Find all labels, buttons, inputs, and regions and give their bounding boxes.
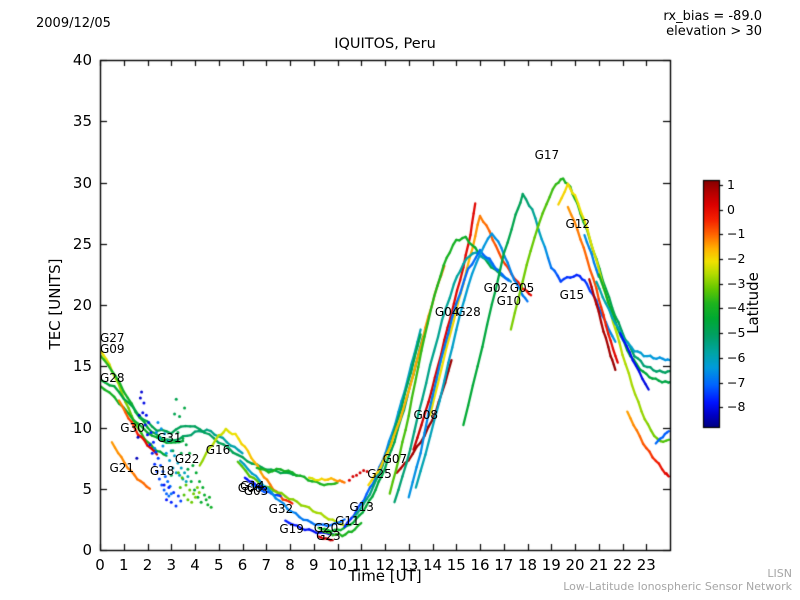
satellite-label: G02: [483, 280, 509, 295]
x-tick-label: 21: [589, 556, 609, 574]
colorbar-tick-label: −5: [727, 325, 746, 341]
chart-title: IQUITOS, Peru: [334, 36, 436, 52]
satellite-label: G16: [205, 443, 231, 458]
y-tick-label: 5: [82, 479, 92, 498]
satellite-label: G10: [496, 293, 522, 308]
y-tick-label: 30: [72, 173, 92, 192]
colorbar-tick-label: −2: [727, 251, 746, 267]
colorbar-tick-label: −7: [727, 374, 746, 390]
lisn-network-name: Low-Latitude Ionospheric Sensor Network: [563, 580, 792, 593]
y-tick-label: 10: [72, 418, 92, 437]
x-tick-label: 23: [636, 556, 656, 574]
x-tick-label: 14: [422, 556, 443, 574]
satellite-label: G19: [279, 521, 304, 536]
x-tick-label: 1: [118, 556, 129, 574]
y-tick-label: 25: [72, 234, 92, 253]
x-tick-label: 6: [237, 556, 248, 574]
x-tick-label: 5: [213, 556, 224, 574]
rx-bias-label: rx_bias = -89.0: [663, 9, 762, 24]
date-label: 2009/12/05: [36, 16, 111, 31]
x-tick-label: 9: [308, 556, 319, 574]
satellite-label: G04: [434, 305, 460, 319]
satellite-label: G07: [382, 452, 408, 466]
colorbar-tick-label: 1: [727, 176, 735, 192]
x-tick-label: 15: [446, 556, 466, 574]
satellite-label: G15: [559, 287, 585, 302]
y-tick-label: 35: [72, 112, 92, 131]
satellite-label: G23: [316, 529, 341, 544]
satellite-label: G11: [335, 514, 360, 529]
satellite-label: G21: [109, 460, 135, 475]
lisn-logo-text: LISN: [767, 567, 792, 580]
y-tick-label: 40: [72, 51, 92, 69]
x-tick-label: 10: [327, 556, 348, 574]
x-tick-label: 7: [261, 556, 272, 574]
satellite-label: G14: [240, 478, 265, 493]
satellite-label: G20: [313, 520, 339, 535]
x-tick-label: 2: [142, 556, 153, 574]
y-tick-label: 20: [72, 296, 92, 314]
x-tick-label: 20: [565, 556, 585, 574]
x-tick-label: 0: [95, 556, 105, 574]
x-tick-label: 16: [470, 556, 490, 574]
x-tick-label: 8: [285, 556, 295, 574]
y-tick-label: 15: [72, 357, 92, 376]
colorbar-tick-label: −8: [727, 399, 746, 415]
satellite-label: G05: [509, 280, 535, 295]
x-tick-label: 12: [375, 556, 395, 574]
satellite-label: G30: [120, 421, 145, 436]
x-tick-label: 3: [166, 556, 177, 574]
satellite-label: G27: [100, 330, 125, 345]
x-tick-label: 19: [541, 556, 561, 574]
satellite-label: G13: [349, 499, 374, 514]
y-tick-label: 0: [82, 541, 92, 559]
satellite-label: G22: [174, 452, 200, 466]
x-tick-label: 11: [351, 556, 371, 574]
satellite-label: G03: [243, 484, 269, 499]
colorbar-tick-label: −1: [727, 226, 746, 242]
colorbar-label: Latitude: [744, 272, 762, 334]
satellite-label: G28: [456, 305, 481, 319]
satellite-label: G25: [367, 466, 392, 481]
colorbar-tick-label: −4: [727, 300, 746, 316]
satellite-label: G17: [534, 148, 560, 163]
satellite-label: G31: [157, 431, 182, 446]
x-tick-label: 22: [612, 556, 633, 574]
x-axis-label: Time [UT]: [348, 567, 422, 585]
colorbar-tick-label: −6: [727, 349, 746, 365]
satellite-label: G06: [237, 481, 263, 496]
colorbar-tick-label: −3: [727, 275, 746, 291]
x-tick-label: 4: [190, 556, 200, 574]
satellite-label: G12: [565, 216, 591, 231]
x-tick-label: 18: [517, 556, 538, 574]
satellite-label: G08: [413, 407, 439, 422]
colorbar-tick-label: 0: [727, 201, 735, 217]
satellite-label: G28: [100, 371, 125, 386]
x-tick-label: 13: [399, 556, 419, 574]
satellite-label: G09: [100, 341, 125, 356]
satellite-label: G32: [268, 502, 294, 517]
satellite-label: G18: [149, 464, 175, 479]
x-tick-label: 17: [494, 556, 514, 574]
elevation-filter-label: elevation > 30: [666, 24, 762, 39]
